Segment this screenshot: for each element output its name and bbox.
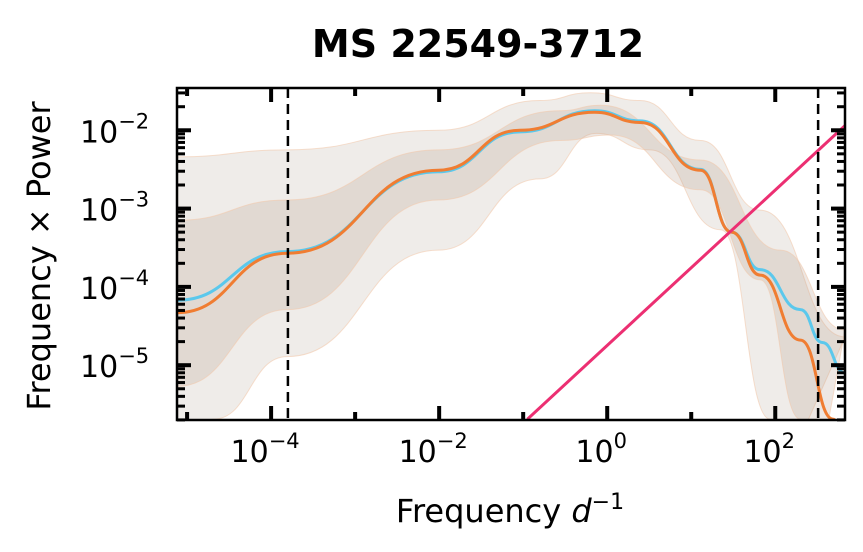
inner-band bbox=[177, 104, 845, 420]
series-white-noise bbox=[526, 124, 845, 420]
x-tick-label: 10−2 bbox=[399, 429, 468, 470]
x-tick-label: 10−4 bbox=[231, 429, 300, 470]
y-tick-label: 10−3 bbox=[80, 188, 149, 229]
series-model-orange bbox=[177, 110, 837, 420]
x-tick-label: 102 bbox=[743, 429, 795, 470]
plot-frame bbox=[175, 86, 847, 422]
plot-area bbox=[177, 88, 845, 420]
y-tick-label: 10−5 bbox=[80, 344, 149, 385]
y-tick-label: 10−2 bbox=[80, 109, 149, 150]
axes: 10−4 10−2 100 102 10−2 10−3 10−4 10−5 bbox=[80, 88, 845, 470]
x-tick-label: 100 bbox=[575, 429, 627, 470]
y-axis-label: Frequency × Power bbox=[20, 101, 58, 411]
chart-title: MS 22549-3712 bbox=[312, 22, 644, 66]
x-axis-label: Frequency d−1 bbox=[396, 490, 624, 530]
y-tick-label: 10−4 bbox=[80, 266, 149, 307]
